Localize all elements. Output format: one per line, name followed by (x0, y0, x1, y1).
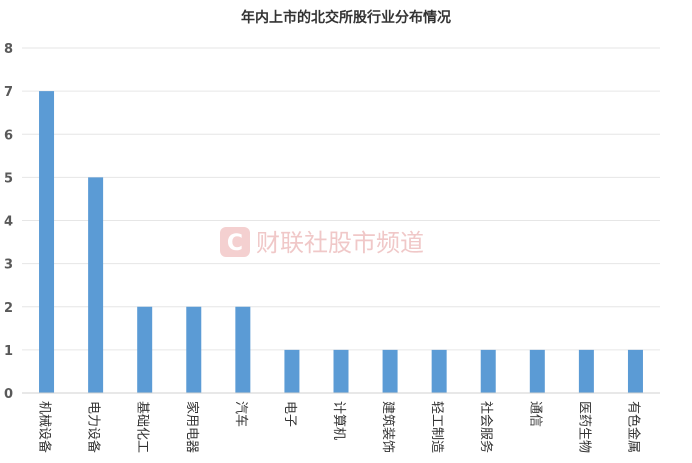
bar-5 (284, 349, 300, 393)
x-tick-label-7: 建筑装饰 (380, 401, 396, 453)
watermark: C 财联社股市频道 (220, 227, 424, 257)
watermark-logo-icon (220, 227, 250, 257)
bar-4 (235, 306, 251, 393)
x-axis-ticks: 机械设备 电力设备 基础化工 家用电器 汽车 电子 计算机 建筑装饰 轻工制造 社会服务 通信 医药生… (37, 401, 642, 453)
y-tick-label-8: 8 (4, 42, 13, 57)
bar-12 (627, 349, 643, 393)
y-tick-label-3: 3 (4, 258, 13, 273)
x-tick-label-3: 家用电器 (184, 401, 200, 453)
bar-9 (480, 349, 496, 393)
bar-2 (137, 306, 153, 393)
watermark-text: 财联社股市频道 (256, 229, 424, 257)
bar-1 (88, 177, 104, 393)
x-tick-label-9: 社会服务 (478, 401, 494, 453)
x-tick-label-4: 汽车 (233, 401, 249, 427)
bar-7 (382, 349, 398, 393)
y-tick-label-4: 4 (4, 215, 13, 230)
bar-3 (186, 306, 202, 393)
grid-lines (22, 47, 660, 351)
x-tick-label-2: 基础化工 (135, 401, 150, 453)
x-tick-label-6: 计算机 (331, 401, 346, 440)
x-tick-label-12: 有色金属 (625, 401, 641, 453)
bar-11 (578, 349, 594, 393)
x-tick-label-1: 电力设备 (86, 401, 102, 453)
bars (39, 91, 643, 393)
x-tick-label-5: 电子 (282, 401, 297, 427)
y-tick-label-7: 7 (4, 85, 13, 100)
x-tick-label-0: 机械设备 (37, 401, 53, 453)
y-tick-label-6: 6 (4, 128, 13, 143)
bar-0 (39, 91, 55, 393)
x-tick-label-10: 通信 (527, 401, 542, 427)
y-tick-label-5: 5 (4, 171, 13, 186)
bar-6 (333, 349, 349, 393)
y-tick-label-1: 1 (4, 344, 13, 359)
watermark-logo-letter: C (227, 231, 243, 256)
bar-8 (431, 349, 447, 393)
y-axis-ticks: 0 1 2 3 4 5 6 7 8 (4, 42, 13, 402)
chart-title: 年内上市的北交所股行业分布情况 (241, 9, 451, 26)
y-tick-label-2: 2 (4, 301, 13, 316)
y-tick-label-0: 0 (4, 387, 13, 402)
x-tick-label-11: 医药生物 (576, 401, 591, 453)
bar-10 (529, 349, 545, 393)
x-tick-label-8: 轻工制造 (429, 401, 444, 453)
